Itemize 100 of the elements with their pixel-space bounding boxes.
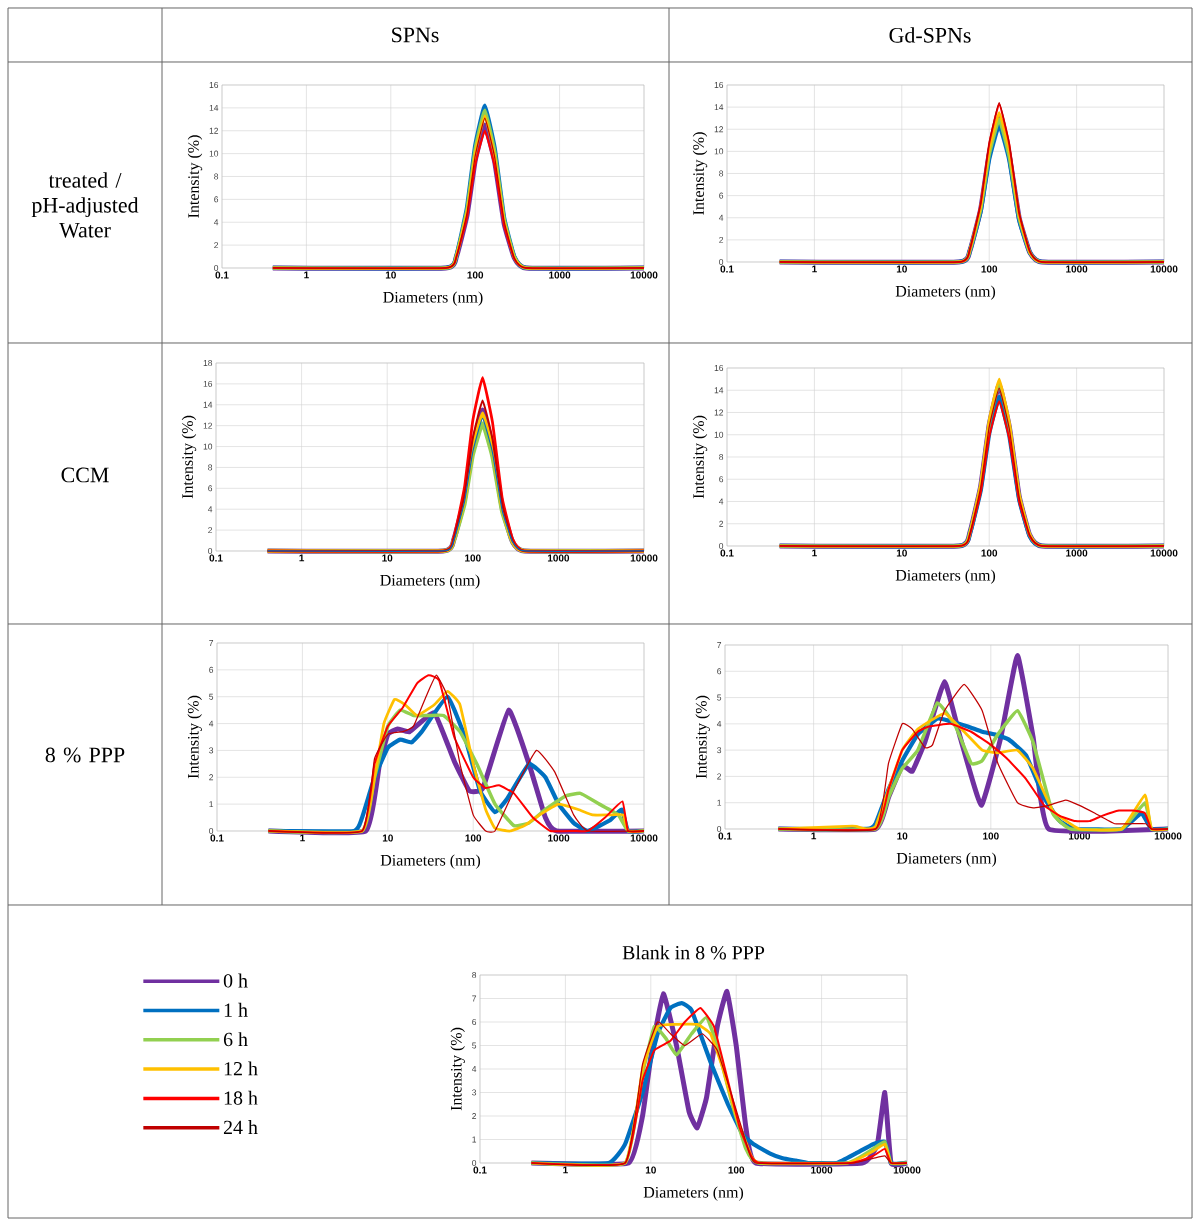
- y-tick-label: 2: [209, 774, 214, 781]
- y-tick-label: 4: [718, 214, 724, 221]
- text: treated / pH-adjusted Water: [31, 172, 139, 238]
- y-tick-label: 4: [213, 219, 219, 226]
- x-tick-label: 1000: [547, 554, 570, 562]
- y-tick-label: 8: [214, 173, 219, 180]
- x-axis-title: Diameters (nm): [643, 1186, 744, 1201]
- y-tick-label: 2: [214, 242, 219, 249]
- y-tick-label: 10: [203, 443, 213, 450]
- x-axis-title: Diameters (nm): [895, 285, 996, 300]
- x-tick-label: 10000: [1150, 265, 1178, 273]
- y-tick-label: 5: [717, 694, 722, 701]
- x-tick-label: 10000: [630, 834, 658, 842]
- y-tick-label: 0: [719, 259, 724, 265]
- y-tick-label: 2: [208, 527, 213, 534]
- x-tick-label: 1: [299, 554, 305, 562]
- y-tick-label: 2: [719, 236, 724, 243]
- y-tick-label: 0: [719, 543, 724, 549]
- x-tick-label: 100: [465, 554, 481, 562]
- y-axis-title: Intensity (%): [695, 695, 710, 779]
- text: CCM: [61, 467, 109, 483]
- x-axis-title: Diameters (nm): [383, 291, 483, 306]
- y-tick-label: 12: [714, 126, 724, 133]
- x-axis-title: Diameters (nm): [896, 852, 997, 867]
- x-tick-label: 10: [385, 271, 396, 279]
- y-tick-label: 4: [718, 498, 724, 505]
- y-tick-label: 14: [209, 104, 219, 111]
- y-tick-label: 14: [714, 387, 724, 394]
- text: 8 % PPP: [45, 747, 125, 763]
- y-tick-label: 18: [203, 360, 213, 366]
- y-axis-title: Intensity (%): [692, 415, 708, 499]
- y-tick-label: 4: [471, 1066, 477, 1072]
- y-axis-title: Intensity (%): [450, 1027, 465, 1111]
- x-tick-label: 10: [645, 1166, 656, 1174]
- y-axis-title: Intensity (%): [692, 132, 708, 215]
- y-tick-label: 7: [472, 995, 477, 1002]
- x-tick-label: 0.1: [718, 832, 732, 840]
- y-tick-label: 2: [719, 520, 724, 527]
- y-tick-label: 12: [209, 127, 219, 134]
- x-tick-label: 100: [728, 1166, 745, 1174]
- y-tick-label: 1: [472, 1136, 477, 1143]
- y-tick-label: 10: [209, 150, 219, 157]
- y-tick-label: 6: [214, 196, 219, 203]
- y-tick-label: 14: [714, 104, 724, 111]
- y-tick-label: 2: [472, 1113, 477, 1119]
- x-tick-label: 1: [811, 832, 817, 840]
- y-tick-label: 12: [714, 409, 724, 416]
- x-tick-label: 100: [465, 834, 482, 842]
- y-tick-label: 16: [203, 380, 213, 387]
- y-axis-title: Intensity (%): [187, 695, 202, 779]
- text: Gd-SPNs: [889, 27, 971, 43]
- legend-label: 6 h: [223, 1032, 248, 1047]
- y-tick-label: 0: [208, 548, 213, 554]
- x-tick-label: 1: [563, 1166, 568, 1174]
- y-tick-label: 14: [203, 401, 213, 408]
- legend-label: 1 h: [224, 1002, 248, 1017]
- legend-label: 12 h: [224, 1061, 258, 1076]
- x-tick-label: 10000: [893, 1166, 921, 1174]
- y-tick-label: 3: [717, 747, 722, 754]
- y-tick-label: 0: [214, 265, 219, 271]
- y-tick-label: 6: [208, 485, 213, 492]
- y-tick-label: 7: [209, 640, 214, 646]
- y-tick-label: 4: [207, 506, 213, 513]
- y-tick-label: 16: [714, 365, 724, 371]
- y-tick-label: 6: [472, 1019, 477, 1025]
- x-tick-label: 100: [981, 265, 998, 273]
- chart-title: Blank in 8 % PPP: [622, 945, 765, 960]
- y-tick-label: 7: [717, 642, 722, 648]
- x-tick-label: 0.1: [473, 1166, 487, 1174]
- x-tick-label: 1000: [1068, 832, 1091, 840]
- y-tick-label: 6: [209, 666, 214, 673]
- x-tick-label: 100: [983, 832, 999, 840]
- x-tick-label: 10000: [630, 271, 658, 279]
- y-tick-label: 8: [719, 170, 724, 177]
- y-tick-label: 6: [717, 668, 722, 675]
- text: SPNs: [392, 27, 439, 43]
- x-tick-label: 10: [382, 554, 393, 562]
- x-tick-label: 10000: [1154, 832, 1182, 840]
- y-tick-label: 8: [208, 464, 213, 471]
- x-tick-label: 1000: [548, 834, 570, 842]
- legend-label: 0 h: [223, 973, 248, 988]
- y-axis-title: Intensity (%): [181, 415, 197, 499]
- y-tick-label: 10: [714, 431, 724, 438]
- y-tick-label: 8: [719, 454, 724, 460]
- y-tick-label: 12: [203, 422, 213, 429]
- x-tick-label: 1: [812, 265, 817, 273]
- x-tick-label: 0.1: [215, 271, 229, 279]
- y-tick-label: 5: [472, 1042, 477, 1049]
- y-tick-label: 8: [472, 972, 477, 978]
- x-tick-label: 10000: [630, 554, 658, 562]
- x-tick-label: 0.1: [210, 834, 224, 842]
- y-tick-label: 10: [714, 148, 724, 155]
- x-tick-label: 1000: [549, 271, 571, 279]
- y-tick-label: 16: [209, 82, 219, 88]
- x-tick-label: 10: [896, 549, 907, 557]
- y-tick-label: 4: [208, 720, 214, 727]
- x-tick-label: 100: [467, 271, 484, 279]
- x-axis-title: Diameters (nm): [895, 569, 996, 584]
- y-tick-label: 4: [716, 720, 722, 727]
- y-tick-label: 0: [717, 826, 722, 832]
